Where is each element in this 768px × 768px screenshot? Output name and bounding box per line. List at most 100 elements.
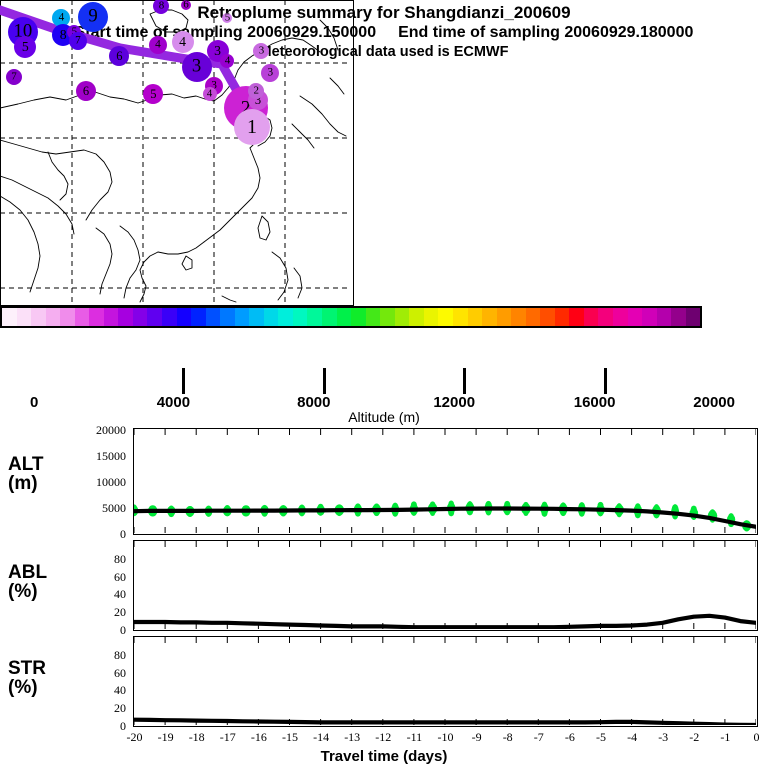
alt-panel[interactable] [129, 428, 759, 535]
x-tick-label: -20 [126, 730, 143, 744]
colorbar-tick: 16000 [573, 394, 616, 411]
plume-dot [181, 0, 192, 10]
colorbar-divider [182, 368, 185, 394]
met-data-label: Meteorological data used is ECMWF [259, 44, 509, 60]
plume-dot-label: 3 [211, 79, 217, 92]
colorbar-segment [525, 308, 541, 326]
plume-dot [202, 86, 217, 101]
colorbar-segment [162, 308, 177, 326]
plume-dot [14, 35, 37, 58]
abl-axis-label: ABL (%) [8, 563, 47, 601]
colorbar-segment [234, 308, 250, 326]
colorbar-segment [467, 308, 483, 326]
colorbar-segment [103, 308, 119, 326]
alt-scatter-point [616, 503, 622, 509]
abl-label-line2: (%) [8, 581, 38, 602]
alt-scatter-point [504, 500, 511, 508]
colorbar-segment [249, 308, 264, 326]
colorbar-segment [496, 308, 512, 326]
plume-dot-label: 4 [155, 38, 161, 51]
colorbar-tick: 8000 [297, 394, 331, 411]
alt-scatter-point [654, 504, 659, 510]
colorbar-segment [656, 308, 672, 326]
x-tick-label: 0 [753, 730, 760, 744]
plume-dot-label: 5 [21, 39, 29, 55]
colorbar-segment [278, 308, 293, 326]
x-tick-label: -15 [282, 730, 298, 744]
colorbar-segment [118, 308, 133, 326]
plume-dot-label: 6 [82, 83, 90, 98]
colorbar-tick: 4000 [156, 394, 191, 411]
alt-scatter-point [374, 503, 379, 509]
alt-label-line1: ALT [8, 454, 44, 475]
colorbar-segment [74, 308, 90, 326]
plume-dot [220, 53, 235, 68]
plume-dot [78, 1, 108, 32]
alt-ytick: 20000 [96, 422, 126, 437]
abl-ytick: 0 [120, 622, 126, 637]
colorbar-segment [540, 308, 555, 326]
abl-ytick: 60 [114, 569, 126, 584]
alt-scatter-point [485, 500, 492, 507]
str-axis-label: STR (%) [8, 659, 46, 697]
alt-scatter-point [541, 501, 548, 509]
alt-scatter-point [635, 503, 641, 510]
alt-ytick: 15000 [96, 448, 126, 463]
altitude-colorbar[interactable] [0, 306, 702, 328]
colorbar-divider [463, 368, 466, 394]
colorbar-segment [583, 308, 599, 326]
x-tick-label: -9 [471, 730, 482, 744]
plume-dot-label: 4 [224, 54, 231, 67]
plume-dot-label: 6 [183, 0, 189, 11]
plume-dot [181, 52, 212, 83]
plume-dot [109, 46, 130, 67]
retroplume-map[interactable]: 1059485767658654433343342321 [0, 0, 354, 306]
colorbar-segment [45, 308, 61, 326]
colorbar-title: Altitude (m) [348, 409, 420, 425]
plume-dot [222, 13, 233, 24]
alt-scatter-point [672, 504, 678, 511]
colorbar-segment [365, 308, 381, 326]
alt-scatter-point [728, 513, 734, 520]
str-label-line2: (%) [8, 677, 38, 698]
x-tick-label: -7 [533, 730, 544, 744]
abl-ytick: 20 [114, 604, 126, 619]
colorbar-segment [307, 308, 323, 326]
colorbar-segment [205, 308, 221, 326]
x-tick-label: -1 [720, 730, 731, 744]
colorbar-tick: 12000 [433, 394, 476, 411]
alt-scatter-point [410, 501, 417, 509]
alt-scatter-point [448, 500, 454, 508]
plume-dot-label: 6 [116, 48, 123, 63]
colorbar-segment [511, 308, 526, 326]
plume-dot [148, 35, 167, 54]
start-time-label: Start time of sampling 20060929.150000 [74, 24, 377, 41]
alt-scatter-point [690, 505, 697, 513]
plume-dot-label: 9 [88, 5, 98, 27]
plume-dot-label: 2 [240, 96, 251, 119]
colorbar-segment [336, 308, 352, 326]
x-tick-label: -5 [596, 730, 606, 744]
colorbar-segment [220, 308, 235, 326]
plume-dot-label: 3 [191, 55, 202, 77]
colorbar-segment [191, 308, 206, 326]
plume-dot-label: 8 [59, 26, 67, 42]
plume-dot [153, 0, 170, 15]
colorbar-segment [554, 308, 570, 326]
alt-plot-area [129, 429, 759, 533]
plume-dot-label: 3 [214, 43, 222, 59]
x-tick-label: -10 [437, 730, 454, 744]
plume-dot-label: 4 [206, 87, 213, 100]
plume-dot-label: 10 [13, 20, 33, 42]
plume-dot-label: 3 [267, 66, 274, 79]
str-ytick: 40 [114, 683, 126, 698]
str-plot-area [131, 637, 759, 728]
str-ytick: 20 [114, 700, 126, 715]
abl-panel[interactable] [131, 540, 759, 631]
x-tick-label: -19 [157, 730, 174, 744]
str-panel[interactable] [131, 636, 759, 728]
colorbar-segment [60, 308, 75, 326]
plume-dot [253, 42, 270, 59]
plume-dot-label: 4 [179, 34, 186, 50]
plume-dot [234, 109, 271, 146]
